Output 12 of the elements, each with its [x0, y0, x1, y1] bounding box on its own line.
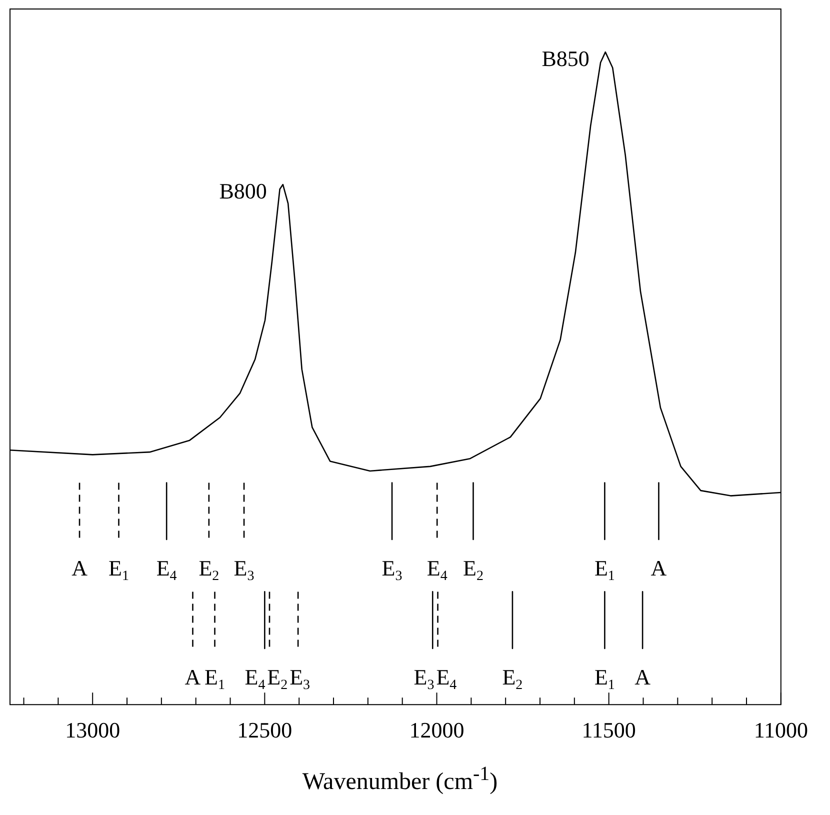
series-label: A [650, 555, 667, 580]
x-tick-label: 12500 [237, 718, 292, 743]
annotation: B800 [219, 178, 267, 204]
x-tick-label: 11000 [754, 718, 808, 743]
series-label: A [184, 664, 201, 690]
x-tick-label: 11500 [582, 718, 636, 743]
annotation: B850 [542, 46, 590, 71]
x-tick-label: 12000 [409, 718, 464, 743]
series-label: A [72, 555, 88, 580]
series-label: A [634, 664, 651, 690]
x-axis-title: Wavenumber (cm$^{-1}$) [301, 763, 499, 796]
x-tick-label: 13000 [65, 718, 120, 743]
